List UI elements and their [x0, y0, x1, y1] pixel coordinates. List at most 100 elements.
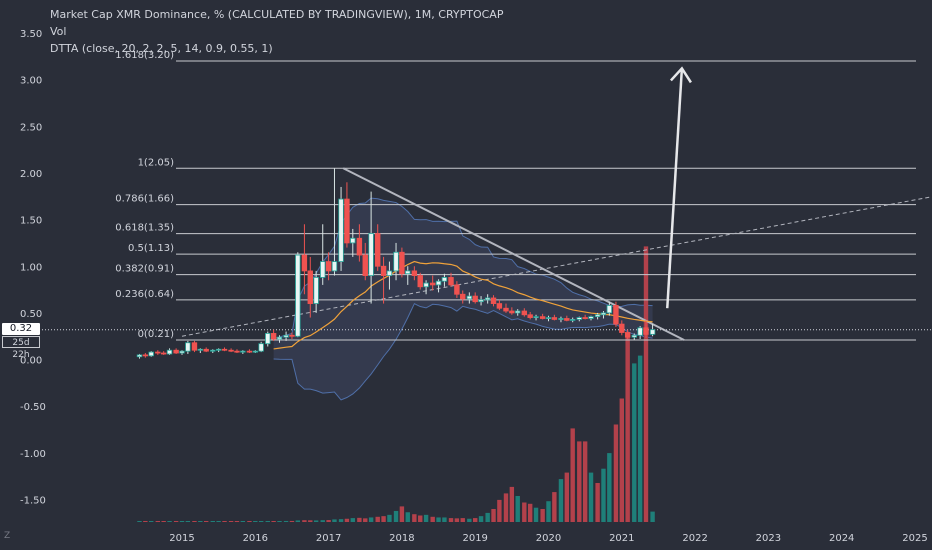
volume-bar: [485, 512, 490, 522]
candle-body: [631, 334, 637, 338]
volume-bar: [137, 521, 142, 522]
volume-bar: [546, 501, 551, 522]
volume-bar: [607, 453, 612, 522]
moving-average-line: [273, 260, 653, 350]
volume-bar: [149, 521, 154, 522]
candle-body: [619, 323, 625, 333]
candle-body: [539, 316, 546, 319]
candle-body: [160, 352, 167, 355]
fib-level-label: 0.5(1.13): [128, 243, 174, 254]
candle-body: [448, 277, 454, 286]
candle-body: [441, 277, 448, 282]
candle-body: [276, 336, 283, 340]
candle-body: [564, 318, 570, 321]
fib-level-label: 1(2.05): [138, 157, 175, 168]
volume-bar: [313, 520, 319, 522]
volume-bar: [473, 518, 478, 522]
candle-body: [399, 251, 405, 275]
time-axis[interactable]: 2015 2016 2017 2018 2019 2020 2021 2022 2023 2024…: [169, 533, 927, 544]
candle-body: [454, 284, 460, 295]
candle-body: [307, 270, 313, 304]
candle-body: [289, 334, 295, 337]
candle-body: [478, 299, 484, 303]
volume-bar: [650, 511, 655, 522]
candle-body: [136, 354, 143, 358]
candle-body: [576, 317, 582, 320]
candle-body: [606, 305, 613, 314]
chart-title: Market Cap XMR Dominance, % (CALCULATED …: [50, 8, 504, 21]
volume-bar: [527, 503, 533, 522]
candle-body: [551, 317, 558, 320]
candle-body: [484, 297, 491, 301]
time-tick-label: 2019: [462, 533, 487, 544]
moving-average: [273, 260, 653, 350]
volume-bar: [363, 518, 368, 522]
candle-body: [185, 342, 191, 352]
candle-body: [197, 348, 204, 351]
fib-level-label: 0.618(1.35): [115, 223, 174, 234]
current-price-badge: 0.32: [2, 323, 40, 335]
indicator-legend-label[interactable]: DTTA (close, 20, 2, 2, 5, 14, 0.9, 0.55,…: [50, 42, 273, 55]
volume-bar: [564, 472, 570, 522]
volume-bar: [173, 521, 179, 522]
candle-body: [325, 261, 332, 272]
candle-body: [375, 233, 381, 267]
volume-bar: [258, 521, 264, 522]
volume-bar: [265, 521, 270, 522]
time-tick-label: 2022: [682, 533, 707, 544]
candle-body: [411, 270, 418, 276]
candle-body: [637, 327, 643, 336]
volume-bar: [577, 441, 582, 522]
projection-arrow-head: [669, 66, 692, 84]
candle-body: [252, 350, 258, 353]
volume-bar: [289, 520, 295, 522]
volume-bar: [167, 521, 172, 522]
candle-body: [368, 233, 374, 276]
volume-bar: [595, 483, 600, 522]
volume-bar: [478, 516, 484, 522]
trend-lines[interactable]: [42, 66, 932, 341]
volume-bar: [467, 518, 472, 522]
fib-level-label: 1.618(3.20): [115, 50, 174, 61]
volume-legend-label[interactable]: Vol: [50, 25, 67, 38]
candle-body: [460, 293, 466, 300]
bollinger-upper-line: [273, 197, 653, 340]
volume-bar: [643, 246, 649, 522]
volume-bar: [399, 506, 405, 522]
candle-body: [234, 350, 240, 353]
projection-arrow-shaft: [665, 68, 684, 309]
volume-bar: [368, 517, 374, 522]
volume-bar: [344, 518, 350, 522]
fib-retracement[interactable]: 1.618(3.20) 1(2.05) 0.786(1.66) 0.618(1.35)…: [115, 50, 916, 341]
candle-body: [221, 348, 228, 351]
volume-bar: [625, 336, 630, 522]
volume-bar: [155, 521, 161, 522]
price-tick-label: -0.50: [20, 402, 46, 413]
volume-bar: [326, 520, 331, 522]
candle-body: [503, 307, 509, 312]
candle-body: [228, 349, 234, 352]
candle-body: [246, 350, 253, 353]
price-axis[interactable]: 3.50 3.00 2.50 2.00 1.50 1.00 0.50 0.00 -0.50 -1.…: [20, 29, 46, 507]
time-tick-label: 2020: [536, 533, 561, 544]
candle-body: [386, 270, 393, 276]
volume-bar: [295, 520, 301, 522]
candle-body: [558, 318, 564, 320]
candle-body: [624, 332, 631, 338]
candle-body: [331, 261, 338, 272]
volume-bar: [240, 521, 246, 522]
candle-body: [179, 350, 185, 354]
candle-body: [203, 348, 209, 352]
axis-corner-label[interactable]: Z: [4, 531, 11, 541]
candle-body: [405, 270, 411, 275]
candle-body: [283, 334, 289, 338]
volume-bar: [515, 496, 520, 522]
candle-body: [191, 342, 198, 351]
volume-bar: [387, 514, 392, 522]
volume-bar: [533, 507, 539, 522]
fib-level-label: 0.786(1.66): [115, 194, 174, 205]
time-tick-label: 2025: [902, 533, 927, 544]
volume-bar: [357, 517, 362, 522]
candle-body: [313, 277, 319, 304]
